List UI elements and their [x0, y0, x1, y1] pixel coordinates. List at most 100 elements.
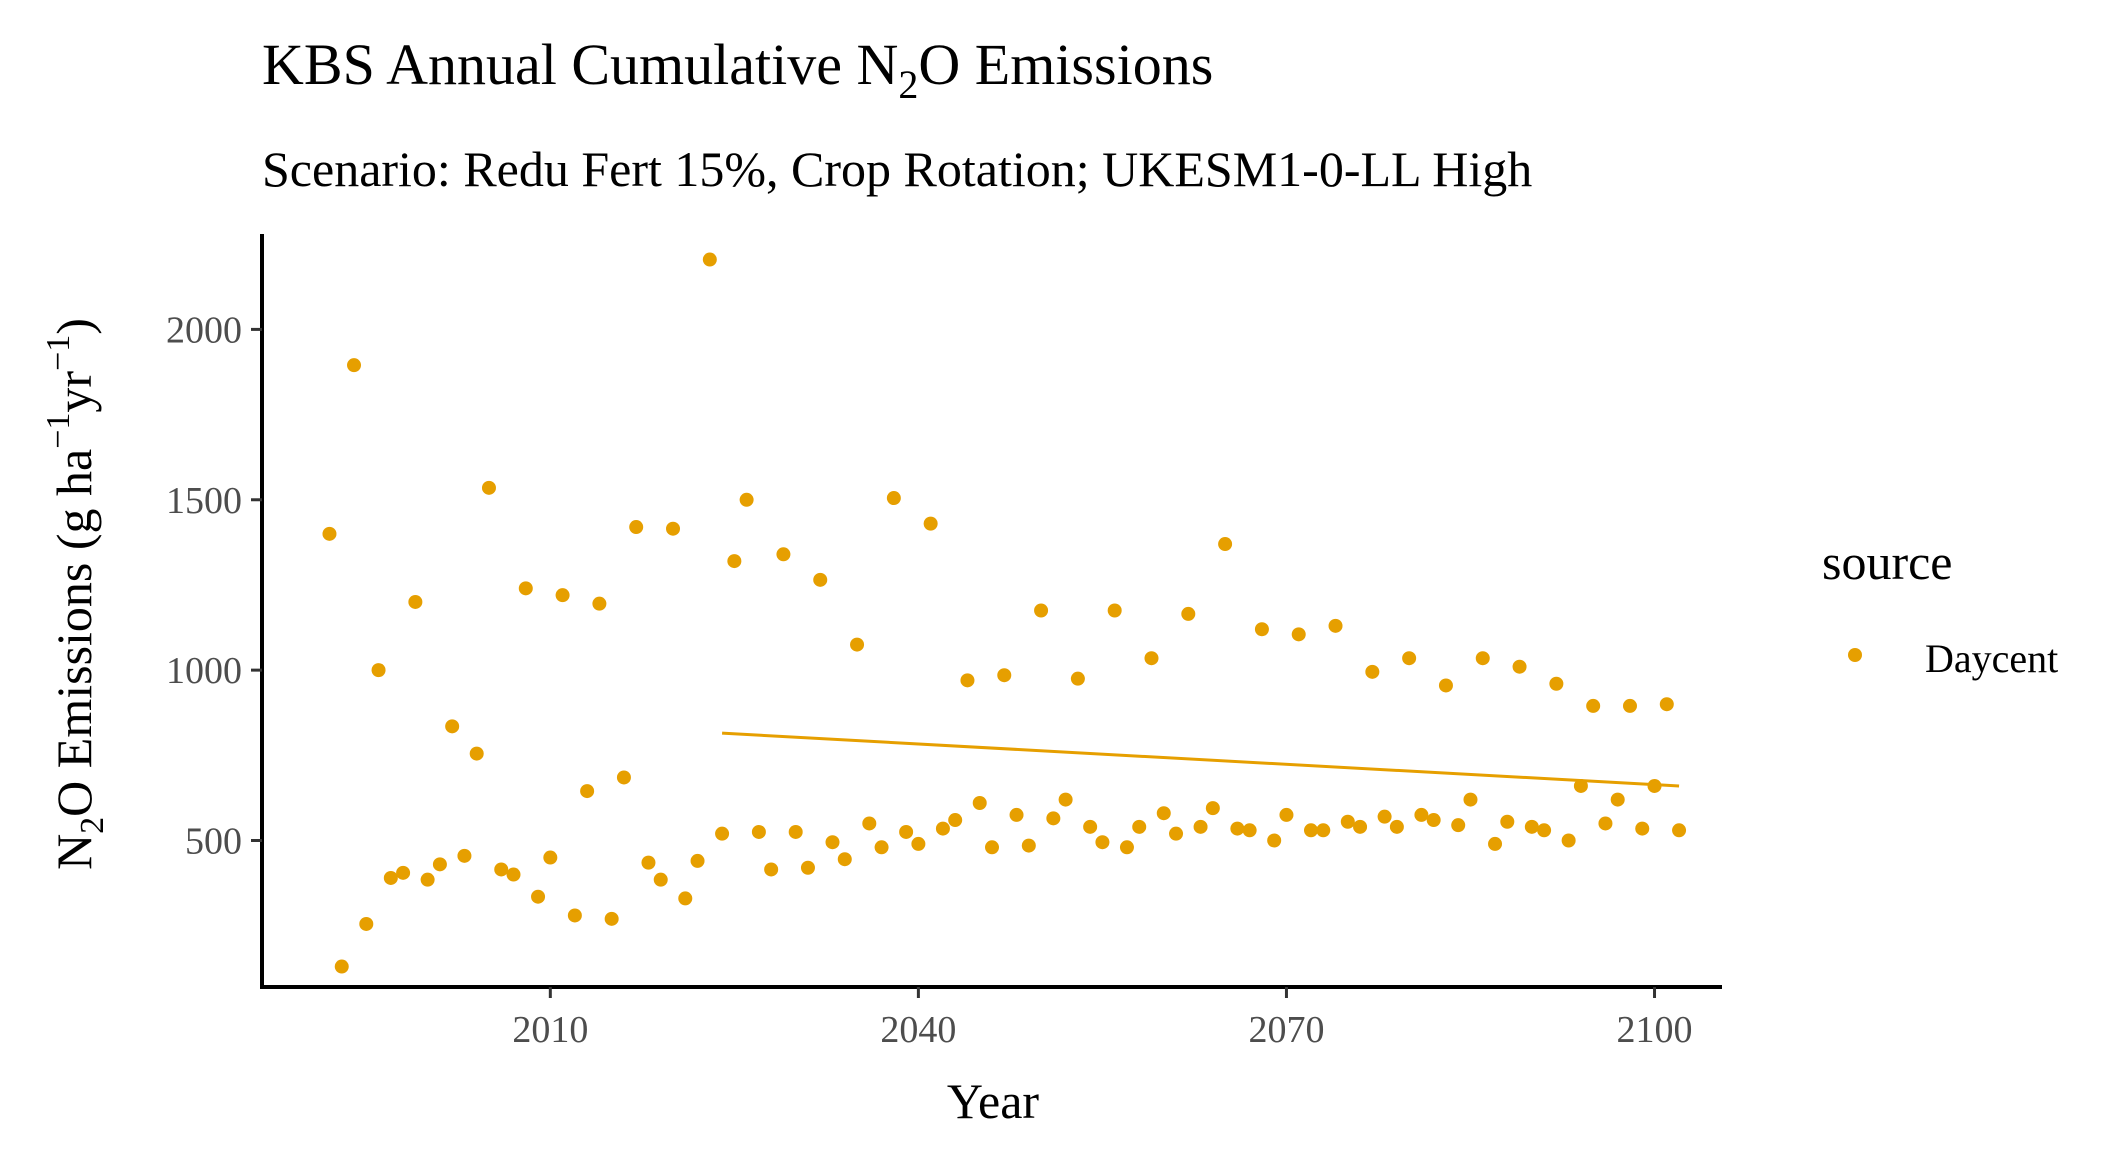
data-point — [1659, 697, 1674, 712]
data-point — [580, 784, 595, 799]
data-point — [1635, 821, 1650, 836]
data-point — [1463, 792, 1478, 807]
data-point — [960, 673, 975, 688]
data-point — [1218, 537, 1233, 552]
data-point — [1389, 819, 1404, 834]
data-point — [702, 252, 717, 267]
data-point — [1598, 816, 1613, 831]
data-point — [1426, 813, 1441, 828]
data-point — [1488, 836, 1503, 851]
data-point — [543, 850, 558, 865]
data-point — [1561, 833, 1576, 848]
data-point — [923, 516, 938, 531]
data-point — [1537, 823, 1552, 838]
data-point — [1009, 807, 1024, 822]
x-axis-label: Year — [947, 1073, 1039, 1129]
data-point — [1205, 801, 1220, 816]
data-point — [727, 554, 742, 569]
x-tick-label: 2010 — [512, 1009, 588, 1051]
data-point — [1438, 678, 1453, 693]
data-point — [567, 908, 582, 923]
data-point — [739, 492, 754, 507]
data-point — [555, 588, 570, 603]
data-point — [481, 480, 496, 495]
data-point — [1512, 659, 1527, 674]
data-point — [334, 959, 349, 974]
data-point — [1475, 651, 1490, 666]
data-point — [1328, 618, 1343, 633]
data-point — [1353, 819, 1368, 834]
x-tick-label: 2070 — [1248, 1009, 1324, 1051]
data-point — [371, 663, 386, 678]
data-point — [1267, 833, 1282, 848]
data-point — [678, 891, 693, 906]
data-point — [396, 865, 411, 880]
data-point — [1622, 698, 1637, 713]
data-point — [1083, 819, 1098, 834]
data-point — [531, 889, 546, 904]
chart-title: KBS Annual Cumulative N2O Emissions — [262, 32, 1213, 107]
data-point — [1046, 811, 1061, 826]
data-point — [1451, 818, 1466, 833]
data-point — [1193, 819, 1208, 834]
y-tick-label: 2000 — [166, 309, 242, 351]
data-point — [666, 521, 681, 536]
data-point — [518, 581, 533, 596]
data-point — [690, 853, 705, 868]
data-point — [1156, 806, 1171, 821]
y-axis-label: N2O Emissions (g ha−1yr−1) — [40, 318, 111, 870]
data-point — [1365, 664, 1380, 679]
chart-subtitle: Scenario: Redu Fert 15%, Crop Rotation; … — [262, 141, 1532, 197]
legend-swatch — [1848, 648, 1862, 662]
data-point — [1144, 651, 1159, 666]
trend-layer — [722, 731, 1680, 788]
data-point — [715, 826, 730, 841]
data-point — [1610, 792, 1625, 807]
data-point — [850, 637, 865, 652]
data-point — [837, 852, 852, 867]
data-point — [985, 840, 999, 855]
data-point — [1303, 823, 1318, 838]
data-point — [1230, 821, 1245, 836]
data-point — [764, 862, 779, 877]
data-point — [1034, 603, 1049, 618]
data-point — [886, 491, 901, 506]
data-point — [1242, 823, 1257, 838]
data-point — [972, 796, 987, 811]
data-point — [1107, 603, 1122, 618]
data-point — [1647, 778, 1662, 793]
data-point — [1340, 814, 1355, 829]
data-point — [641, 855, 656, 870]
data-point — [1377, 809, 1392, 824]
data-point — [1316, 823, 1331, 838]
data-point — [800, 860, 815, 875]
data-point — [359, 916, 374, 931]
data-point — [776, 547, 791, 562]
data-point — [1573, 778, 1588, 793]
data-point — [322, 526, 337, 541]
legend: source Daycent — [1822, 534, 2058, 681]
data-point — [1181, 606, 1196, 621]
y-tick-label: 1000 — [166, 650, 242, 692]
data-point — [813, 572, 828, 587]
data-point — [1119, 840, 1134, 855]
data-point — [1058, 792, 1073, 807]
y-ticks: 500 1000 1500 2000 — [166, 309, 262, 862]
y-tick-label: 500 — [185, 820, 242, 862]
legend-label-daycent: Daycent — [1925, 636, 2058, 681]
x-ticks: 2010 2040 2070 2100 — [512, 987, 1693, 1051]
x-tick-label: 2040 — [880, 1009, 956, 1051]
data-point — [383, 870, 398, 885]
data-point — [506, 867, 521, 882]
data-point — [469, 746, 484, 761]
data-point — [899, 824, 914, 839]
data-point — [911, 836, 926, 851]
x-tick-label: 2100 — [1617, 1009, 1693, 1051]
data-point — [997, 668, 1012, 683]
data-point — [1414, 807, 1429, 822]
data-point — [1549, 676, 1564, 691]
data-point — [1169, 826, 1184, 841]
legend-title: source — [1822, 534, 1953, 590]
